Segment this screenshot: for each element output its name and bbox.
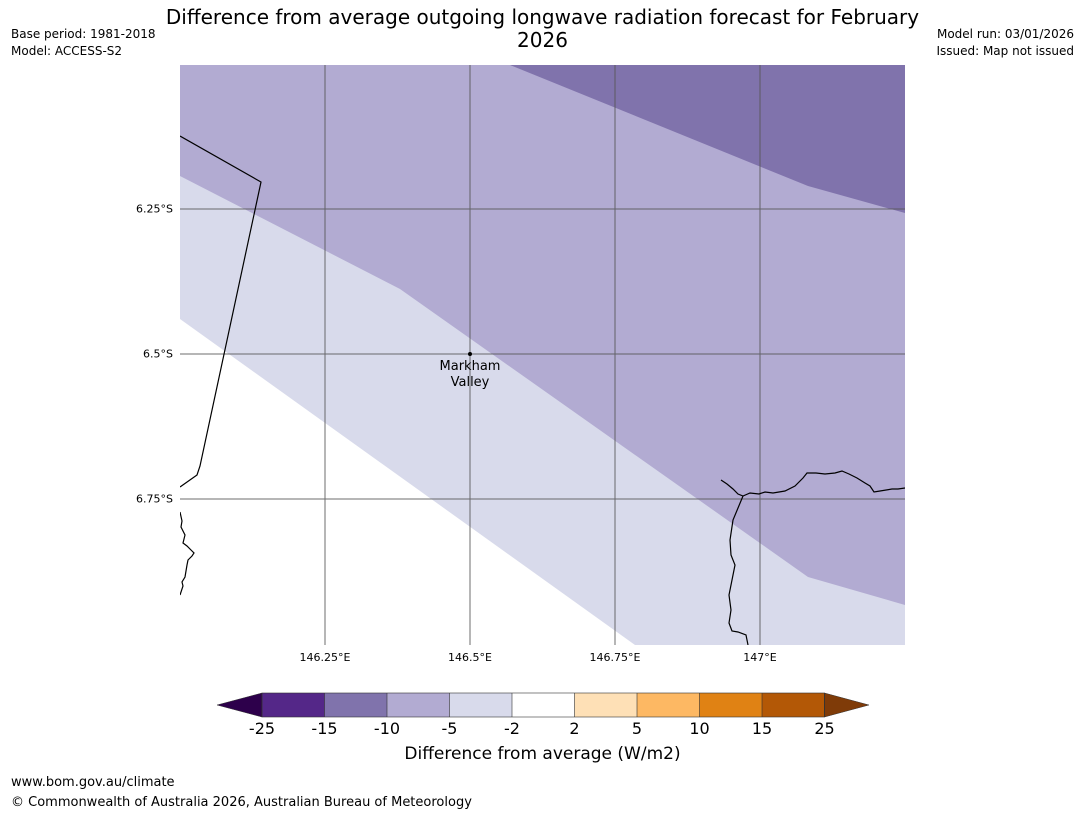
lon-label-146-25: 146.25°E: [299, 651, 351, 664]
colorbar-tick-minus-5: -5: [441, 719, 458, 738]
colorbar-bin-2-to-5: [574, 693, 637, 717]
footer-copyright: © Commonwealth of Australia 2026, Austra…: [11, 795, 472, 810]
header-right: Model run: 03/01/2026 Issued: Map not is…: [936, 26, 1074, 60]
model-text: Model: ACCESS-S2: [11, 44, 123, 58]
colorbar-tick-minus-2: -2: [504, 719, 520, 738]
colorbar-title: Difference from average (W/m2): [404, 744, 681, 764]
east-river: [728, 495, 749, 645]
colorbar-tick-15: 15: [751, 719, 773, 738]
lon-label-146-5: 146.5°E: [448, 651, 492, 664]
model-run-text: Model run: 03/01/2026: [936, 27, 1074, 41]
fill-minus-15-to-minus-10: [510, 65, 905, 213]
colorbar-bin-minus-5-to-minus-2: [449, 693, 512, 717]
colorbar-extend-low: [216, 692, 263, 718]
colorbar-bin-minus-15-to-minus-10: [324, 693, 387, 717]
colorbar: [216, 692, 870, 718]
east-coastline: [720, 470, 905, 497]
colorbar-tick-2: 2: [569, 719, 580, 738]
base-period-text: Base period: 1981-2018: [11, 27, 156, 41]
west-coastline: [180, 511, 195, 596]
town-marker[interactable]: [468, 352, 472, 356]
colorbar-tick-25: 25: [814, 719, 835, 738]
colorbar-tick-minus-25: -25: [248, 719, 276, 738]
colorbar-bin-5-to-10: [637, 693, 700, 717]
colorbar-tick-10: 10: [689, 719, 710, 738]
lat-label-6-5: 6.5°S: [143, 347, 173, 361]
colorbar-extend-high: [824, 692, 870, 718]
map-title: Difference from average outgoing longwav…: [165, 5, 920, 52]
lat-label-6-75: 6.75°S: [136, 492, 173, 506]
footer-url[interactable]: www.bom.gov.au/climate: [11, 775, 175, 790]
colorbar-bin-minus-10-to-minus-5: [387, 693, 450, 717]
lat-label-6-25: 6.25°S: [136, 202, 173, 216]
colorbar-bin-minus-25-to-minus-15: [262, 693, 325, 717]
colorbar-bin-10-to-15: [699, 693, 762, 717]
header-left: Base period: 1981-2018 Model: ACCESS-S2: [11, 26, 156, 60]
map-panel[interactable]: [180, 65, 905, 645]
issued-text: Issued: Map not issued: [936, 44, 1074, 58]
town-label-line2: Valley: [450, 375, 490, 390]
town-label: Markham Valley: [440, 359, 501, 391]
coastlines: [180, 135, 905, 645]
colorbar-tick-minus-10: -10: [373, 719, 401, 738]
map-svg: [180, 65, 905, 645]
lon-label-147: 147°E: [743, 651, 777, 664]
colorbar-tick-5: 5: [631, 719, 643, 738]
colorbar-bin-15-to-25: [762, 693, 825, 717]
border-line: [180, 135, 262, 488]
colorbar-bin-minus-2-to-2: [512, 693, 575, 717]
fill-minus-10-to-minus-5: [180, 65, 905, 605]
town-label-line1: Markham: [439, 359, 501, 374]
colorbar-tick-minus-15: -15: [311, 719, 338, 738]
lon-label-146-75: 146.75°E: [589, 651, 641, 664]
colorbar-outline: [261, 692, 825, 718]
